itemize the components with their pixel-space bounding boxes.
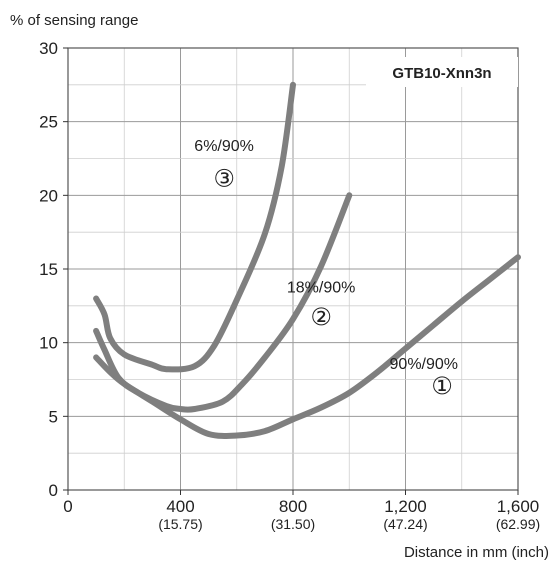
x-tick-label: 1,200 [384,497,427,516]
x-tick-label: 400 [166,497,194,516]
y-tick-label: 10 [39,334,58,353]
series-number-label: ① [431,373,453,400]
y-tick-label: 5 [49,407,58,426]
y-tick-label: 0 [49,481,58,500]
series-name-label: 6%/90% [194,138,254,155]
product-label: GTB10-Xnn3n [392,65,491,82]
y-tick-label: 30 [39,39,58,58]
y-tick-label: 20 [39,186,58,205]
series-group [93,81,521,439]
labels: 90%/90%① 18%/90% ② 6%/90% ③ [194,138,458,400]
series-name-label: 90%/90% [390,356,459,373]
product-label-box [366,57,518,87]
y-tick-label: 15 [39,260,58,279]
series-number-label: ② [310,304,332,331]
series-line [93,81,296,373]
series-name-label: 18%/90% [287,280,356,297]
axes: 0 5 10 15 20 25 30 0 400(15.75) 800(31.50) 1,200(4… [39,39,540,532]
x-tick-label: 1,600 [497,497,540,516]
series-number-label: ③ [213,165,235,192]
x-tick-sublabel: (15.75) [158,516,202,532]
series-line [93,192,353,413]
grid [67,47,519,491]
x-tick-label: 800 [279,497,307,516]
x-axis-title: Distance in mm (inch) [404,544,549,561]
x-tick-label: 0 [63,497,72,516]
x-tick-sublabel: (31.50) [271,516,315,532]
x-tick-sublabel: (47.24) [383,516,427,532]
y-tick-label: 25 [39,113,58,132]
y-axis-title: % of sensing range [10,12,138,29]
x-tick-sublabel: (62.99) [496,516,540,532]
